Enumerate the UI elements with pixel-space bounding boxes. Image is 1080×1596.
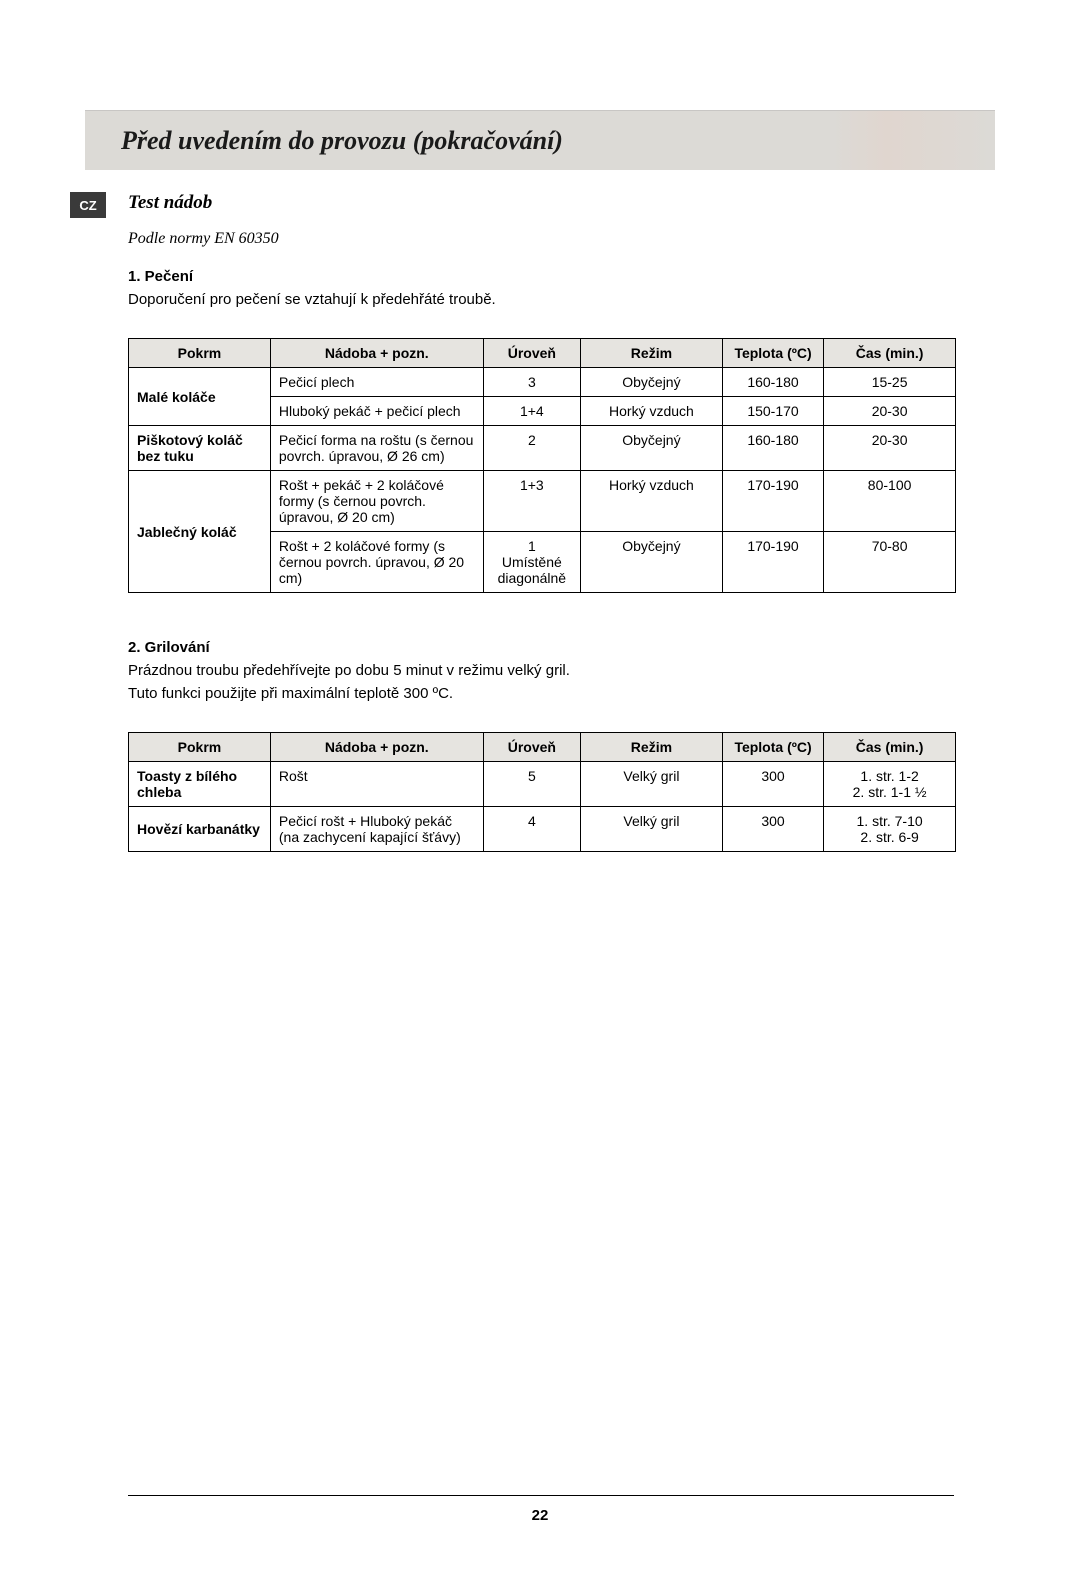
- cell-temp: 170-190: [722, 532, 823, 593]
- banner-title: Před uvedením do provozu (pokračování): [121, 126, 563, 156]
- cell-food: Jablečný koláč: [129, 471, 271, 593]
- cell-container: Hluboký pekáč + pečicí plech: [270, 397, 483, 426]
- cell-container: Pečicí forma na roštu (s černou povrch. …: [270, 426, 483, 471]
- grilling-text-1: Prázdnou troubu předehřívejte po dobu 5 …: [128, 660, 954, 681]
- grilling-heading: 2. Grilování: [128, 639, 954, 656]
- table-row: Hovězí karbanátkyPečicí rošt + Hluboký p…: [129, 807, 956, 852]
- table-header-row: Pokrm Nádoba + pozn. Úroveň Režim Teplot…: [129, 733, 956, 762]
- section-header-row: CZ Test nádob: [70, 192, 954, 218]
- footer-divider: [128, 1495, 954, 1496]
- col-time: Čas (min.): [824, 339, 956, 368]
- cell-temp: 150-170: [722, 397, 823, 426]
- baking-text: Doporučení pro pečení se vztahují k před…: [128, 289, 954, 310]
- col-time: Čas (min.): [824, 733, 956, 762]
- table-header-row: Pokrm Nádoba + pozn. Úroveň Režim Teplot…: [129, 339, 956, 368]
- col-mode: Režim: [580, 733, 722, 762]
- col-mode: Režim: [580, 339, 722, 368]
- baking-table: Pokrm Nádoba + pozn. Úroveň Režim Teplot…: [128, 338, 956, 593]
- cell-container: Pečicí rošt + Hluboký pekáč (na zachycen…: [270, 807, 483, 852]
- baking-heading: 1. Pečení: [128, 268, 954, 285]
- cell-time: 20-30: [824, 426, 956, 471]
- grilling-text-2: Tuto funkci použijte při maximální teplo…: [128, 683, 954, 704]
- col-container: Nádoba + pozn.: [270, 339, 483, 368]
- col-container: Nádoba + pozn.: [270, 733, 483, 762]
- col-food: Pokrm: [129, 339, 271, 368]
- cell-container: Rošt: [270, 762, 483, 807]
- cell-food: Hovězí karbanátky: [129, 807, 271, 852]
- cell-level: 4: [483, 807, 580, 852]
- cell-time: 70-80: [824, 532, 956, 593]
- baking-tbody: Malé koláčePečicí plech3Obyčejný160-1801…: [129, 368, 956, 593]
- table-row: Piškotový koláč bez tukuPečicí forma na …: [129, 426, 956, 471]
- cell-time: 80-100: [824, 471, 956, 532]
- cell-mode: Horký vzduch: [580, 471, 722, 532]
- table-row: Jablečný koláčRošt + pekáč + 2 koláčové …: [129, 471, 956, 532]
- cell-food: Piškotový koláč bez tuku: [129, 426, 271, 471]
- cell-container: Rošt + 2 koláčové formy (s černou povrch…: [270, 532, 483, 593]
- cell-level: 1+3: [483, 471, 580, 532]
- page-content: CZ Test nádob Podle normy EN 60350 1. Pe…: [70, 192, 954, 852]
- cell-mode: Horký vzduch: [580, 397, 722, 426]
- language-tag: CZ: [70, 192, 106, 218]
- cell-container: Rošt + pekáč + 2 koláčové formy (s černo…: [270, 471, 483, 532]
- cell-food: Toasty z bílého chleba: [129, 762, 271, 807]
- col-temp: Teplota (ºC): [722, 733, 823, 762]
- cell-temp: 160-180: [722, 368, 823, 397]
- cell-time: 1. str. 7-10 2. str. 6-9: [824, 807, 956, 852]
- section-subtitle: Podle normy EN 60350: [128, 230, 954, 248]
- cell-level: 1 Umístěné diagonálně: [483, 532, 580, 593]
- page-banner: Před uvedením do provozu (pokračování): [85, 110, 995, 170]
- cell-level: 5: [483, 762, 580, 807]
- cell-time: 20-30: [824, 397, 956, 426]
- table-row: Malé koláčePečicí plech3Obyčejný160-1801…: [129, 368, 956, 397]
- grilling-table: Pokrm Nádoba + pozn. Úroveň Režim Teplot…: [128, 732, 956, 852]
- cell-time: 15-25: [824, 368, 956, 397]
- cell-time: 1. str. 1-2 2. str. 1-1 ½: [824, 762, 956, 807]
- cell-container: Pečicí plech: [270, 368, 483, 397]
- col-level: Úroveň: [483, 733, 580, 762]
- cell-food: Malé koláče: [129, 368, 271, 426]
- cell-level: 3: [483, 368, 580, 397]
- cell-temp: 170-190: [722, 471, 823, 532]
- grilling-tbody: Toasty z bílého chlebaRošt5Velký gril300…: [129, 762, 956, 852]
- cell-temp: 300: [722, 807, 823, 852]
- cell-mode: Obyčejný: [580, 368, 722, 397]
- cell-mode: Obyčejný: [580, 426, 722, 471]
- table-row: Toasty z bílého chlebaRošt5Velký gril300…: [129, 762, 956, 807]
- cell-mode: Obyčejný: [580, 532, 722, 593]
- col-temp: Teplota (ºC): [722, 339, 823, 368]
- cell-level: 1+4: [483, 397, 580, 426]
- cell-level: 2: [483, 426, 580, 471]
- page-number: 22: [0, 1507, 1080, 1524]
- cell-mode: Velký gril: [580, 762, 722, 807]
- col-level: Úroveň: [483, 339, 580, 368]
- section-title: Test nádob: [128, 192, 212, 214]
- cell-temp: 160-180: [722, 426, 823, 471]
- cell-mode: Velký gril: [580, 807, 722, 852]
- cell-temp: 300: [722, 762, 823, 807]
- col-food: Pokrm: [129, 733, 271, 762]
